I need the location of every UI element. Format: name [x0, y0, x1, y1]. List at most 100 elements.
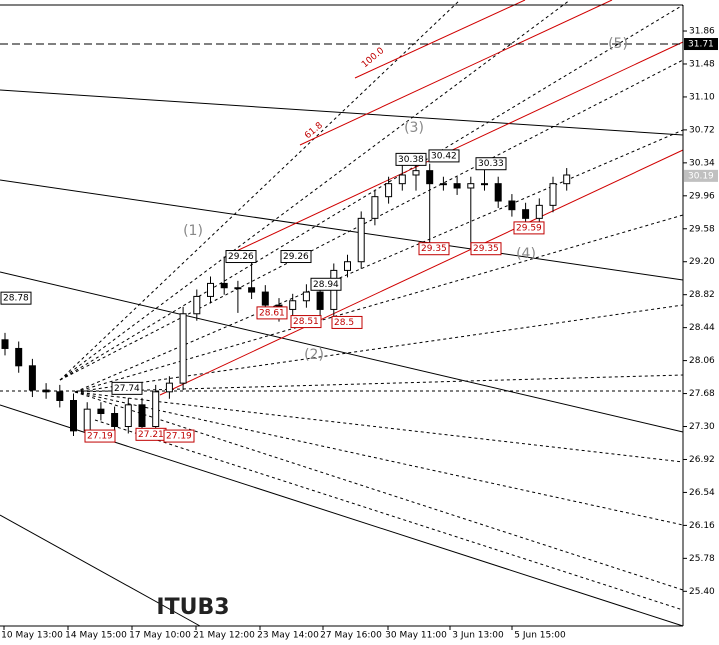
candle-body — [248, 287, 256, 293]
level-box — [84, 429, 116, 443]
candle-body — [207, 282, 214, 297]
y-tick-label: 26.16 — [689, 521, 715, 531]
candle-body — [1, 339, 9, 349]
x-tick-label: 10 May 13:00 — [1, 631, 63, 641]
level-label: 28.61 — [259, 308, 285, 318]
level-label: 29.59 — [516, 223, 542, 233]
y-tick-label: 27.30 — [689, 422, 715, 432]
candle-body — [316, 291, 324, 310]
candle-body — [111, 413, 119, 428]
level-label: 29.35 — [421, 244, 447, 254]
x-tick-label: 14 May 15:00 — [65, 631, 127, 641]
wave-label: (5) — [608, 36, 628, 52]
x-tick-label: 21 May 12:00 — [193, 631, 255, 641]
candle-body — [508, 200, 516, 211]
level-box — [428, 149, 460, 163]
y-tick-label: 30.72 — [689, 125, 715, 135]
y-tick-label: 26.54 — [689, 488, 715, 498]
candle-body — [15, 347, 23, 367]
candle-body — [398, 174, 406, 185]
y-tick-label: 31.86 — [689, 27, 715, 37]
x-tick-label: 3 Jun 13:00 — [452, 631, 504, 641]
candle-body — [371, 196, 379, 219]
candle-body — [42, 389, 50, 393]
price-marker: 31.71 — [688, 40, 714, 50]
y-tick-label: 25.40 — [689, 587, 715, 597]
candle-body — [563, 174, 571, 185]
y-tick-label: 31.10 — [689, 92, 715, 102]
y-tick-label: 28.82 — [689, 290, 715, 300]
candle-body — [152, 391, 160, 428]
level-label: 29.26 — [228, 252, 254, 262]
x-tick-label: 5 Jun 15:00 — [514, 631, 566, 641]
candle-body — [494, 183, 502, 202]
candle-body — [426, 170, 434, 185]
level-label: 27.21 — [138, 430, 164, 440]
candle-body — [220, 282, 228, 289]
y-tick-label: 26.92 — [689, 455, 715, 465]
y-tick-label: 31.48 — [689, 59, 715, 69]
level-box — [290, 315, 322, 329]
x-tick-label: 30 May 11:00 — [385, 631, 447, 641]
wave-label: (3) — [404, 120, 424, 136]
candle-body — [467, 183, 475, 189]
wave-label: (2) — [304, 347, 324, 363]
level-box — [310, 277, 342, 291]
level-label: 28.78 — [3, 294, 29, 304]
y-tick-label: 29.96 — [689, 191, 715, 201]
candle-body — [28, 365, 36, 391]
level-box — [111, 381, 143, 395]
level-box — [418, 242, 450, 256]
candle-body — [412, 170, 420, 176]
price-marker-bg — [684, 38, 718, 51]
level-label: 27.74 — [114, 384, 140, 394]
level-label: 29.26 — [283, 252, 309, 262]
level-box — [256, 306, 288, 320]
level-box — [475, 157, 507, 171]
level-box — [0, 291, 32, 305]
candle-body — [124, 404, 132, 428]
y-tick-label: 29.20 — [689, 257, 715, 267]
candle-body — [481, 183, 488, 186]
candle-body — [439, 183, 447, 186]
level-label: 29.35 — [473, 244, 499, 254]
candle-body — [83, 408, 91, 432]
wave-label: (4) — [516, 246, 536, 262]
candle-body — [535, 204, 543, 219]
level-label: 28.5 — [334, 318, 354, 328]
level-box — [225, 250, 257, 264]
candle-body — [138, 404, 146, 428]
y-tick-label: 29.58 — [689, 224, 715, 234]
level-label: 30.38 — [398, 155, 424, 165]
candle-body — [165, 382, 173, 393]
level-label: 28.51 — [293, 317, 319, 327]
candle-body — [385, 183, 393, 198]
level-box — [470, 242, 502, 256]
x-tick-label: 17 May 10:00 — [129, 631, 191, 641]
level-label: 27.19 — [166, 432, 192, 442]
candle-body — [193, 295, 201, 315]
y-tick-label: 28.44 — [689, 323, 715, 333]
y-tick-label: 28.06 — [689, 356, 715, 366]
level-label: 30.42 — [431, 151, 457, 161]
level-label: 28.94 — [313, 280, 339, 290]
level-box — [395, 152, 427, 166]
candle-body — [261, 291, 269, 306]
level-box — [513, 221, 545, 235]
x-tick-label: 27 May 16:00 — [320, 631, 382, 641]
price-marker: 30.19 — [688, 171, 714, 181]
level-label: 30.33 — [478, 159, 504, 169]
level-label: 27.19 — [87, 432, 113, 442]
x-tick-label: 23 May 14:00 — [257, 631, 319, 641]
drawings — [0, 0, 684, 627]
candle-body — [302, 291, 310, 302]
level-box — [163, 429, 195, 443]
candle-body — [522, 209, 530, 219]
y-tick-label: 25.78 — [689, 554, 715, 564]
wave-label: (1) — [183, 223, 203, 239]
candle-body — [549, 183, 557, 206]
candle-body — [179, 313, 187, 384]
y-tick-label: 27.68 — [689, 389, 715, 399]
